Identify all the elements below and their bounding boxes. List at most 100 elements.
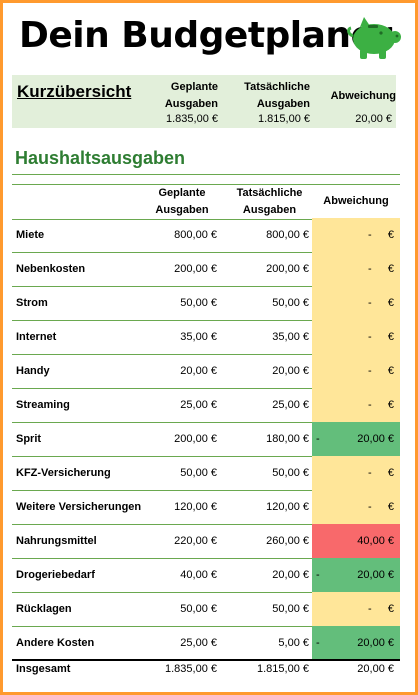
total-row: Insgesamt 1.835,00 € 1.815,00 € 20,00 € [12,659,400,677]
actual-amount[interactable]: 50,00 € [272,603,309,615]
deviation-dash: - [368,603,372,615]
actual-amount[interactable]: 120,00 € [266,501,309,513]
deviation-cell[interactable]: - € [312,320,400,354]
planned-amount[interactable]: 35,00 € [180,331,217,343]
expense-name[interactable]: Handy [16,365,50,377]
deviation-cell[interactable]: - € [312,354,400,388]
deviation-dash: - [368,399,372,411]
section-title: Haushaltsausgaben [15,148,186,168]
deviation-cell[interactable]: - € [312,252,400,286]
deviation-value: € [387,297,394,309]
actual-amount[interactable]: 200,00 € [266,263,309,275]
summary-actual-header: Tatsächliche Ausgaben [244,81,310,110]
expense-name[interactable]: Weitere Versicherungen [16,501,142,513]
deviation-dash: - [368,263,372,275]
summary-deviation-header: Abweichung [330,90,396,102]
expense-name[interactable]: Andere Kosten [16,637,95,649]
summary-actual-value: 1.815,00 € [258,113,310,125]
deviation-dash: - [368,467,372,479]
actual-amount[interactable]: 20,00 € [272,365,309,377]
deviation-dash: - [368,297,372,309]
total-deviation: 20,00 € [357,663,394,675]
expense-name[interactable]: Drogeriebedarf [16,569,95,581]
deviation-dash: - [368,365,372,377]
total-label: Insgesamt [16,663,71,675]
planned-amount[interactable]: 50,00 € [180,467,217,479]
expense-name[interactable]: Streaming [16,399,70,411]
deviation-cell[interactable]: - 20,00 € [312,422,400,456]
deviation-value: 40,00 € [357,535,394,547]
deviation-cell[interactable]: 40,00 € [312,524,400,558]
expense-name[interactable]: Nahrungsmittel [16,535,97,547]
deviation-cell[interactable]: - 20,00 € [312,558,400,592]
deviation-dash: - [316,637,320,649]
deviation-value: € [387,501,394,513]
actual-amount[interactable]: 50,00 € [272,467,309,479]
actual-amount[interactable]: 20,00 € [272,569,309,581]
summary-title: Kurzübersicht [17,82,132,101]
expense-name[interactable]: Strom [16,297,48,309]
table-row: Handy 20,00 €20,00 € - € [12,354,400,389]
deviation-cell[interactable]: - € [312,490,400,524]
table-row: Streaming 25,00 €25,00 € - € [12,388,400,423]
planned-amount[interactable]: 25,00 € [180,637,217,649]
piggy-bank-icon [347,17,401,59]
deviation-value: 20,00 € [357,637,394,649]
deviation-value: € [387,603,394,615]
actual-amount[interactable]: 180,00 € [266,433,309,445]
deviation-dash: - [316,569,320,581]
deviation-cell[interactable]: - € [312,388,400,422]
deviation-value: € [387,365,394,377]
actual-amount[interactable]: 35,00 € [272,331,309,343]
expense-name[interactable]: Internet [16,331,57,343]
summary-planned-header: Geplante Ausgaben [164,81,218,110]
actual-amount[interactable]: 260,00 € [266,535,309,547]
expense-name[interactable]: Miete [16,229,45,241]
deviation-dash: - [368,229,372,241]
planned-amount[interactable]: 120,00 € [174,501,217,513]
total-planned: 1.835,00 € [165,663,217,675]
planned-amount[interactable]: 50,00 € [180,603,217,615]
table-row: Rücklagen 50,00 €50,00 € - € [12,592,400,627]
expense-name[interactable]: Sprit [16,433,42,445]
col-planned-header: Geplante Ausgaben [155,187,209,216]
planned-amount[interactable]: 50,00 € [180,297,217,309]
planned-amount[interactable]: 800,00 € [174,229,217,241]
planned-amount[interactable]: 25,00 € [180,399,217,411]
planned-amount[interactable]: 220,00 € [174,535,217,547]
deviation-cell[interactable]: - € [312,218,400,252]
expense-name[interactable]: KFZ-Versicherung [16,467,111,479]
expense-name[interactable]: Rücklagen [16,603,72,615]
deviation-value: 20,00 € [357,433,394,445]
col-actual-header: Tatsächliche Ausgaben [236,187,303,216]
deviation-value: € [387,467,394,479]
deviation-cell[interactable]: - 20,00 € [312,626,400,660]
planned-amount[interactable]: 200,00 € [174,433,217,445]
table-row: Nahrungsmittel 220,00 € 260,00 € 40,00 € [12,524,400,559]
deviation-value: € [387,263,394,275]
deviation-cell[interactable]: - € [312,456,400,490]
table-row: Internet 35,00 €35,00 € - € [12,320,400,355]
total-actual: 1.815,00 € [257,663,309,675]
table-row: Nebenkosten 200,00 €200,00 € - € [12,252,400,287]
actual-amount[interactable]: 50,00 € [272,297,309,309]
planned-amount[interactable]: 40,00 € [180,569,217,581]
planned-amount[interactable]: 200,00 € [174,263,217,275]
deviation-value: € [387,229,394,241]
deviation-cell[interactable]: - € [312,286,400,320]
deviation-cell[interactable]: - € [312,592,400,626]
table-row: Weitere Versicherungen 120,00 €120,00 € - € [12,490,400,525]
deviation-dash: - [368,501,372,513]
table-row: Strom 50,00 €50,00 € - € [12,286,400,321]
actual-amount[interactable]: 25,00 € [272,399,309,411]
summary-panel: Kurzübersicht Geplante Ausgaben Tatsächli… [12,75,396,128]
table-row: Miete 800,00 €800,00 € - € [12,218,400,253]
table-row: Sprit 200,00 € 180,00 € - 20,00 € [12,422,400,457]
actual-amount[interactable]: 5,00 € [278,637,309,649]
planned-amount[interactable]: 20,00 € [180,365,217,377]
summary-deviation-value: 20,00 € [355,113,392,125]
deviation-dash: - [316,433,320,445]
expense-name[interactable]: Nebenkosten [16,263,86,275]
actual-amount[interactable]: 800,00 € [266,229,309,241]
